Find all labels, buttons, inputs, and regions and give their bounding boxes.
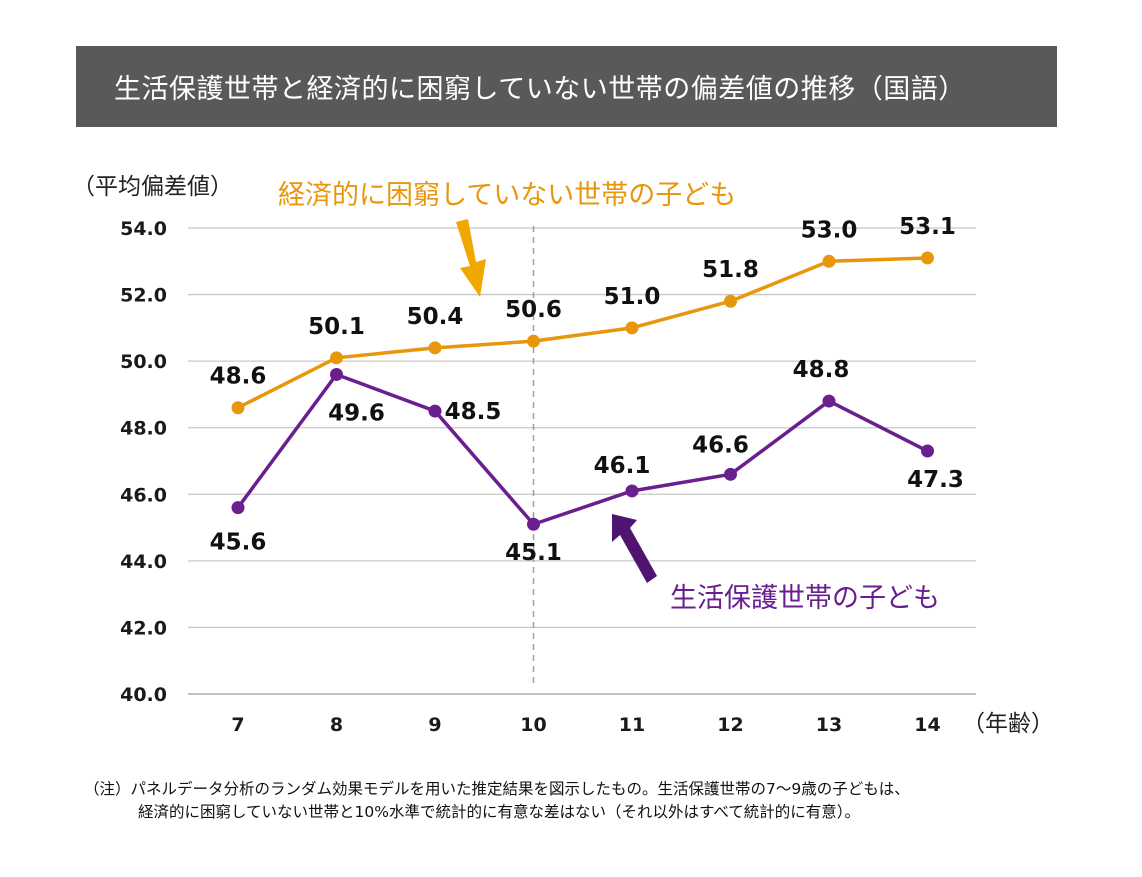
y-tick-label: 42.0 [120,617,167,639]
series-line-non-poor [237,256,928,410]
grid-lines [188,227,976,695]
data-label: 50.6 [505,297,562,323]
data-point [330,351,343,365]
y-tick-label: 44.0 [120,551,167,573]
x-tick-label: 8 [330,714,343,736]
x-tick-label: 11 [619,714,645,736]
data-label: 46.6 [692,432,749,458]
data-point [231,501,245,515]
data-label: 47.3 [907,467,964,493]
data-label: 49.6 [328,400,385,426]
data-point [625,321,639,335]
data-point [822,394,836,408]
footnote-line-1: （注）パネルデータ分析のランダム効果モデルを用いた推定結果を図示したもの。生活保… [84,780,910,798]
x-tick-label: 10 [520,714,546,736]
data-point [231,401,245,415]
y-axis-label: （平均偏差値） [72,174,233,200]
arrow-welfare [612,514,657,583]
y-tick-label: 48.0 [120,418,167,440]
y-tick-label: 52.0 [120,285,167,307]
x-tick-label: 14 [914,714,940,736]
title-bar: 生活保護世帯と経済的に困窮していない世帯の偏差値の推移（国語） [76,46,1057,127]
data-point [724,467,737,481]
data-label: 48.8 [793,357,850,383]
data-label: 50.1 [308,314,365,340]
data-label: 53.1 [899,214,956,240]
data-label: 51.0 [604,284,661,310]
data-point [428,341,442,355]
series-line-welfare [236,372,929,526]
annotation-arrows [456,219,657,583]
data-point [822,254,836,268]
data-point [724,294,737,308]
footnote: （注）パネルデータ分析のランダム効果モデルを用いた推定結果を図示したもの。生活保… [84,778,1084,824]
series-label-non-poor: 経済的に困窮していない世帯の子ども [278,180,736,211]
data-label: 45.1 [505,540,562,566]
data-label: 48.5 [445,399,502,425]
data-point [330,367,343,381]
y-tick-label: 54.0 [120,218,167,240]
data-label: 50.4 [407,304,464,330]
data-label: 51.8 [702,257,759,283]
series-lines [231,251,934,531]
data-point [625,484,639,498]
data-label: 48.6 [210,364,267,390]
footnote-line-2: 経済的に困窮していない世帯と10%水準で統計的に有意な差はない（それ以外はすべて… [138,803,861,821]
y-axis-ticks: 40.0 42.0 44.0 46.0 48.0 50.0 52.0 54.0 [120,218,167,706]
data-label: 45.6 [210,530,267,556]
y-tick-label: 50.0 [120,351,167,373]
data-label: 53.0 [801,217,858,243]
x-tick-label: 13 [816,714,842,736]
data-label: 46.1 [594,453,651,479]
x-axis-ticks: 7 8 9 10 11 12 13 14 [231,714,940,736]
data-labels: 48.6 50.1 50.4 50.6 51.0 51.8 53.0 53.1 45.6 49.6… [210,214,964,566]
series-label-welfare: 生活保護世帯の子ども [670,583,940,614]
x-axis-label: （年齢） [962,711,1054,737]
x-tick-label: 7 [231,714,244,736]
data-point [527,517,540,531]
data-point [921,444,934,458]
chart-title: 生活保護世帯と経済的に困窮していない世帯の偏差値の推移（国語） [114,74,966,105]
y-tick-label: 40.0 [120,684,167,706]
data-point [921,251,934,265]
arrow-non-poor [456,219,486,297]
y-tick-label: 46.0 [120,484,167,506]
data-point [527,334,540,348]
x-tick-label: 9 [428,714,441,736]
data-point [428,404,442,418]
x-tick-label: 12 [717,714,743,736]
